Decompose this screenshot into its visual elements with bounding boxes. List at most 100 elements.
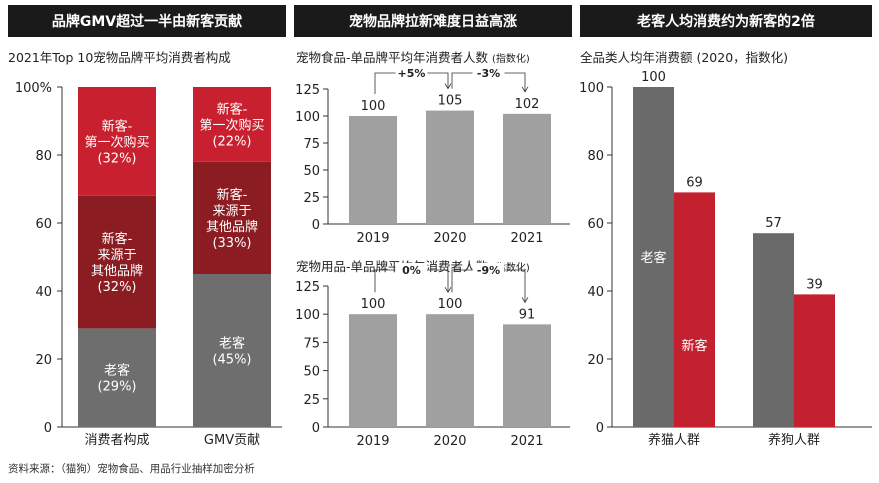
supplies-change-label: 0% (402, 264, 421, 277)
p1-category-label: 消费者构成 (84, 433, 149, 448)
p1-bar-segment (78, 87, 156, 196)
supplies-bar (349, 314, 397, 427)
food-data-label: 105 (438, 94, 463, 109)
supplies-bar (503, 324, 551, 427)
p1-data-label: 新客- (102, 231, 133, 247)
p1-data-label: 来源于 (212, 204, 251, 219)
p1-bar-segment (193, 161, 271, 274)
p1-data-label: 第一次购买 (199, 117, 264, 133)
p1-bar-segment (193, 274, 271, 427)
p3-ytick-label: 60 (587, 217, 604, 232)
p3-series-label: 老客 (640, 250, 666, 266)
panel1-header: 品牌GMV超过一半由新客贡献 (8, 5, 286, 37)
supplies-ytick-label: 100 (295, 308, 320, 323)
p1-data-label: (32%) (97, 151, 136, 166)
p1-data-label: 新客- (217, 101, 248, 117)
food-chart-title-text: 宠物食品-单品牌平均年消费者人数 (296, 50, 489, 65)
p1-data-label: 老客 (219, 336, 245, 352)
p1-ytick-label: 0 (44, 421, 52, 436)
p1-ytick-label: 40 (35, 285, 52, 300)
panel3-subtitle: 全品类人均年消费额 (2020，指数化) (580, 50, 789, 65)
p3-data-label: 39 (806, 277, 823, 292)
supplies-change-arrow (521, 297, 529, 304)
p3-bar (794, 294, 835, 427)
p1-data-label: (45%) (212, 353, 251, 368)
food-change-arrow (444, 83, 452, 90)
p3-bar (753, 233, 794, 427)
supplies-category-label: 2021 (510, 434, 543, 449)
supplies-change-arrow (444, 286, 452, 293)
p1-data-label: 其他品牌 (91, 263, 143, 279)
p3-category-label: 养猫人群 (648, 432, 700, 448)
p1-data-label: 新客- (217, 187, 248, 203)
p1-ytick-label: 20 (35, 353, 52, 368)
p3-ytick-label: 20 (587, 353, 604, 368)
p3-ytick-label: 0 (596, 421, 604, 436)
source-note: 资料来源：（猫狗）宠物食品、用品行业抽样加密分析 (8, 463, 255, 475)
food-ytick-label: 125 (295, 83, 320, 98)
p1-data-label: 其他品牌 (206, 219, 258, 235)
supplies-change-label-bg (472, 263, 505, 277)
supplies-change-label-bg (395, 263, 428, 277)
food-data-label: 102 (515, 97, 540, 112)
supplies-ytick-label: 125 (295, 280, 320, 295)
p3-data-label: 69 (686, 175, 703, 190)
food-category-label: 2021 (510, 231, 543, 246)
p3-category-label: 养狗人群 (768, 432, 820, 448)
supplies-data-label: 100 (438, 297, 463, 312)
food-bar (349, 116, 397, 224)
food-ytick-label: 0 (312, 218, 320, 233)
panel1-subtitle: 2021年Top 10宠物品牌平均消费者构成 (8, 50, 231, 65)
p1-data-label: (22%) (212, 134, 251, 149)
food-bar (426, 110, 474, 224)
p1-category-label: GMV贡献 (204, 433, 260, 448)
food-change-label: -3% (477, 67, 500, 80)
p3-series-label: 新客 (681, 338, 707, 354)
food-category-label: 2019 (356, 231, 389, 246)
p3-bar (674, 192, 715, 427)
p3-data-label: 100 (641, 70, 666, 85)
supplies-ytick-label: 50 (303, 365, 320, 380)
p1-data-label: (32%) (97, 280, 136, 295)
supplies-chart-title-note: (指数化) (492, 263, 530, 274)
supplies-ytick-label: 0 (312, 421, 320, 436)
p3-data-label: 57 (765, 216, 782, 231)
p1-data-label: 来源于 (97, 248, 136, 263)
supplies-ytick-label: 75 (303, 336, 320, 351)
food-change-label-bg (395, 66, 428, 80)
supplies-data-label: 100 (361, 297, 386, 312)
p1-ytick-label: 80 (35, 149, 52, 164)
panel3-header: 老客人均消费约为新客的2倍 (580, 5, 872, 37)
food-data-label: 100 (361, 99, 386, 114)
p3-bar (633, 87, 674, 427)
food-chart-title-note: (指数化) (492, 54, 530, 65)
p1-data-label: (33%) (212, 236, 251, 251)
food-ytick-label: 25 (303, 191, 320, 206)
supplies-change-label: -9% (477, 264, 500, 277)
p1-ytick-label: 100% (15, 81, 52, 96)
supplies-ytick-label: 25 (303, 393, 320, 408)
p1-data-label: (29%) (97, 380, 136, 395)
p3-ytick-label: 40 (587, 285, 604, 300)
p1-data-label: 新客- (102, 118, 133, 134)
p1-data-label: 第一次购买 (84, 134, 149, 150)
p3-ytick-label: 100 (579, 81, 604, 96)
p1-bar-segment (193, 87, 271, 162)
supplies-bar (426, 314, 474, 427)
food-change-label-bg (472, 66, 505, 80)
supplies-data-label: 91 (519, 307, 536, 322)
p1-bar-segment (78, 328, 156, 427)
p1-ytick-label: 60 (35, 217, 52, 232)
food-bar (503, 113, 551, 224)
food-ytick-label: 100 (295, 110, 320, 125)
p1-bar-segment (78, 195, 156, 329)
food-change-label: +5% (398, 67, 426, 80)
food-category-label: 2020 (433, 231, 466, 246)
panel2-header: 宠物品牌拉新难度日益高涨 (294, 5, 572, 37)
supplies-category-label: 2019 (356, 434, 389, 449)
food-chart-title: 宠物食品-单品牌平均年消费者人数 (指数化) (296, 47, 530, 66)
supplies-category-label: 2020 (433, 434, 466, 449)
food-change-arrow (521, 86, 529, 93)
food-ytick-label: 50 (303, 164, 320, 179)
